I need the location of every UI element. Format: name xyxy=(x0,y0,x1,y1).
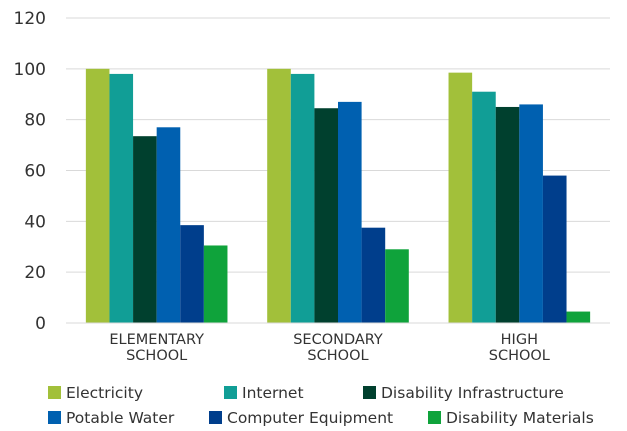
x-category-label: SCHOOL xyxy=(307,348,368,364)
y-tick-label: 40 xyxy=(24,212,46,232)
bar xyxy=(267,68,291,323)
bar xyxy=(338,101,362,323)
y-tick-label: 0 xyxy=(35,314,46,334)
bar xyxy=(180,225,204,323)
legend-swatch xyxy=(209,411,222,424)
legend-swatch xyxy=(428,411,441,424)
legend: Electricity Internet Disability Infrastruc… xyxy=(48,384,594,427)
axes: 020406080100120ELEMENTARYSCHOOLSECONDARY… xyxy=(14,9,610,364)
legend-swatch xyxy=(363,386,376,399)
x-category-label: HIGH xyxy=(501,332,538,348)
bar xyxy=(361,227,386,323)
y-tick-label: 60 xyxy=(24,162,46,182)
legend-label: Electricity xyxy=(66,384,143,402)
x-category-label: SCHOOL xyxy=(489,348,550,364)
legend-label: Potable Water xyxy=(66,409,175,427)
legend-swatch xyxy=(224,386,237,399)
bar xyxy=(109,73,134,324)
x-category-label: SECONDARY xyxy=(293,332,383,348)
bar xyxy=(566,311,591,323)
bars xyxy=(85,68,591,324)
bar xyxy=(314,108,338,324)
bar xyxy=(203,245,228,323)
bar xyxy=(385,249,409,323)
bar xyxy=(448,72,473,323)
bar xyxy=(156,127,181,324)
legend-label: Computer Equipment xyxy=(227,409,393,427)
bar xyxy=(290,73,315,324)
y-tick-label: 20 xyxy=(24,263,46,283)
legend-swatch xyxy=(48,411,61,424)
y-tick-label: 80 xyxy=(24,111,46,131)
legend-label: Disability Materials xyxy=(446,409,594,427)
bar xyxy=(495,106,520,323)
x-category-label: ELEMENTARY xyxy=(109,332,204,348)
y-tick-label: 120 xyxy=(14,9,46,29)
bar xyxy=(133,136,157,323)
x-category-label: SCHOOL xyxy=(126,348,187,364)
bar xyxy=(85,68,110,323)
legend-label: Disability Infrastructure xyxy=(381,384,564,402)
bar xyxy=(542,175,567,323)
legend-swatch xyxy=(48,386,61,399)
bar xyxy=(472,91,496,323)
bar xyxy=(519,104,543,324)
legend-label: Internet xyxy=(242,384,304,402)
y-tick-label: 100 xyxy=(14,60,46,80)
